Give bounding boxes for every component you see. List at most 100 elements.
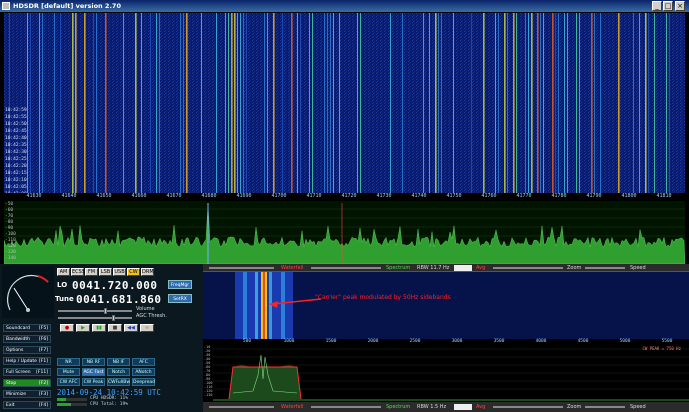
waterfall-line	[594, 13, 595, 193]
dsp-deepread[interactable]: Deepread	[132, 378, 155, 386]
frequency-tick-label: 41690	[236, 193, 252, 199]
dsp-nb-if[interactable]: NB IF	[107, 358, 130, 366]
frequency-tick-label: 41750	[446, 193, 462, 199]
agc-threshold-knob[interactable]	[112, 315, 115, 321]
button-stop[interactable]: Stop [F2]	[3, 379, 51, 387]
main-waterfall[interactable]: 10:42:59 10:42:55 10:42:50 10:42:45 10:42:40…	[4, 13, 685, 197]
rewind-button[interactable]: ◀◀	[124, 324, 138, 332]
mode-ecss[interactable]: ECSS	[71, 268, 85, 276]
lo-frequency[interactable]: 0041.720.000	[72, 279, 158, 292]
frequency-tick-label: 41770	[516, 193, 532, 199]
spectrum-db-label: -100	[5, 232, 16, 237]
waterfall-line	[537, 13, 539, 193]
waterfall-line	[264, 13, 265, 193]
frequency-tick-label: 41760	[481, 193, 497, 199]
button-full-screen[interactable]: Full Screen [F11]	[3, 368, 51, 376]
waterfall-line	[330, 13, 331, 193]
button-hotkey: [F4]	[39, 403, 48, 408]
zoom-tick-label: 500	[242, 339, 252, 344]
waterfall-line	[669, 13, 670, 193]
frequency-tick-label: 41650	[96, 193, 112, 199]
zoom-db-label: -80	[204, 373, 211, 377]
dsp-afc[interactable]: AFC	[132, 358, 155, 366]
zoom-tick-label: 4500	[577, 339, 589, 344]
button-options[interactable]: Options [F7]	[3, 346, 51, 354]
waterfall-line	[600, 13, 601, 193]
dsp-cw-peak[interactable]: CW Peak	[82, 378, 105, 386]
freqmgr-button[interactable]: FreqMgr	[168, 280, 192, 289]
agc-thresh-label: AGC Thresh.	[136, 313, 167, 319]
waterfall-line	[507, 13, 508, 193]
waterfall-line	[312, 13, 313, 193]
spectrum-db-label: -60	[5, 208, 14, 213]
zoom-waterfall[interactable]: "Carrier" peak modulated by 50Hz sideban…	[203, 272, 689, 339]
dsp-anotch[interactable]: ANotch	[132, 368, 155, 376]
waterfall-time-label: 10:42:45	[5, 129, 27, 134]
frequency-tick-label: 41680	[201, 193, 217, 199]
main-spectrum[interactable]: -50 -60 -70 -80 -90 -100 -110 -120 -130 -140	[4, 201, 685, 264]
dsp-notch[interactable]: Notch	[107, 368, 130, 376]
zoom-db-label: -50	[204, 361, 211, 365]
stop-button[interactable]: ■	[108, 324, 122, 332]
frequency-tick-label: 41630	[26, 193, 42, 199]
dsp-nr[interactable]: NR	[57, 358, 80, 366]
button-exit[interactable]: Exit [F4]	[3, 401, 51, 409]
tune-frequency[interactable]: 0041.681.860	[76, 293, 162, 306]
waterfall-time-label: 10:42:55	[5, 115, 27, 120]
mode-lsb[interactable]: LSB	[99, 268, 112, 276]
button-help-update[interactable]: Help / Update [F1]	[3, 357, 51, 365]
dsp-mute[interactable]: Mute	[57, 368, 80, 376]
button-minimize[interactable]: Minimize [F3]	[3, 390, 51, 398]
waterfall-line	[141, 13, 142, 193]
minimize-button[interactable]: _	[652, 1, 662, 11]
agc-threshold-slider[interactable]	[58, 317, 132, 319]
close-button[interactable]: ×	[675, 1, 685, 11]
volume-slider[interactable]	[58, 310, 132, 312]
loop-button[interactable]: ∞	[140, 324, 154, 332]
pause-button[interactable]: ▮▮	[92, 324, 106, 332]
maximize-button[interactable]: □	[663, 1, 673, 11]
button-hotkey: [F3]	[39, 392, 48, 397]
record-button[interactable]: ●	[60, 324, 74, 332]
waterfall-time-label: 10:42:10	[5, 178, 27, 183]
waterfall-line	[438, 13, 439, 193]
mode-am[interactable]: AM	[57, 268, 70, 276]
dsp-cw-afc[interactable]: CW AFC	[57, 378, 80, 386]
waterfall-line	[309, 13, 310, 193]
waterfall-line	[300, 13, 301, 193]
dsp-nb-rf[interactable]: NB RF	[82, 358, 105, 366]
waterfall-line	[453, 13, 454, 193]
waterfall-line	[639, 13, 640, 193]
zoom-tick-label: 1000	[283, 339, 295, 344]
frequency-tick-label: 41740	[411, 193, 427, 199]
button-soundcard[interactable]: Soundcard [F5]	[3, 324, 51, 332]
volume-slider-knob[interactable]	[104, 308, 107, 314]
spectrum-graph	[4, 203, 685, 264]
zoom-tick-label: 2000	[367, 339, 379, 344]
app-icon	[2, 2, 10, 10]
waterfall-line	[72, 13, 74, 193]
mode-usb[interactable]: USB	[113, 268, 126, 276]
zoom-db-label: -110	[204, 385, 213, 389]
mode-fm[interactable]: FM	[85, 268, 98, 276]
setrx-button[interactable]: SetRX	[168, 294, 192, 303]
waterfall-line	[150, 13, 151, 193]
spectrum-db-label: -90	[5, 226, 14, 231]
button-bandwidth[interactable]: Bandwidth [F6]	[3, 335, 51, 343]
waterfall-line	[567, 13, 568, 193]
zoom-controls-bottom: Waterfall Spectrum RBW 1.5 Hz Avg Zoom S…	[203, 402, 689, 412]
waterfall-line	[471, 13, 472, 193]
waterfall-line	[423, 13, 424, 193]
waterfall-line	[402, 13, 403, 193]
play-button[interactable]: ▶	[76, 324, 90, 332]
spectrum-db-label: -80	[5, 220, 14, 225]
mode-drm[interactable]: DRM	[141, 268, 154, 276]
waterfall-line	[324, 13, 325, 193]
dsp-agc-fast[interactable]: AGC Fast	[82, 368, 105, 376]
frequency-tick-label: 41640	[61, 193, 77, 199]
zoom-spectrum[interactable]: -10 -20 -30 -40 -50 -60 -70 -80 -90 -100 -110 -120-…	[203, 345, 689, 401]
dsp-cwfullbw[interactable]: CWFullBw	[107, 378, 131, 386]
spectrum-label-top: Spectrum	[386, 265, 411, 271]
mode-cw[interactable]: CW	[127, 268, 140, 276]
waterfall-line	[357, 13, 358, 193]
